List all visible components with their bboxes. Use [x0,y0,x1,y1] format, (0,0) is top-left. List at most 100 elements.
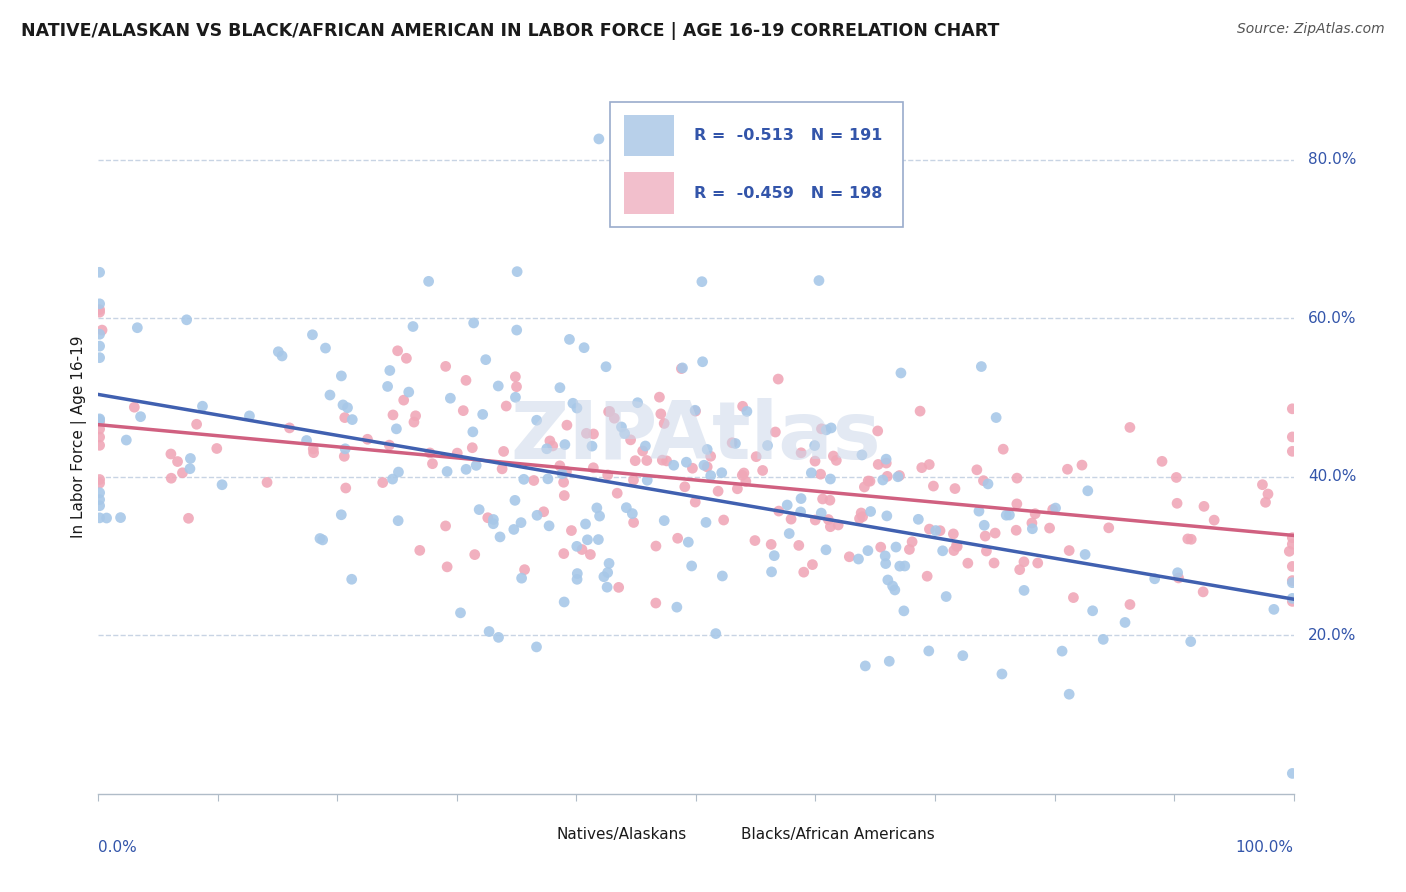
Point [340,572,363,586]
Point [477,510,499,524]
Point [803,439,825,453]
Point [461,441,484,455]
Point [1143,572,1166,586]
Point [778,526,800,541]
Point [793,565,815,579]
Point [731,399,754,413]
Point [418,274,440,288]
Point [558,332,581,346]
Point [817,512,839,526]
Point [907,512,929,526]
Point [759,537,782,551]
Point [696,442,718,457]
Point [1192,585,1215,599]
Point [763,549,786,563]
Point [333,450,356,464]
Point [685,404,707,418]
Point [875,557,897,571]
Point [302,445,325,459]
Point [704,626,727,640]
Text: 40.0%: 40.0% [1308,469,1357,484]
Point [434,519,457,533]
Point [946,540,969,554]
Point [436,559,458,574]
Point [575,426,598,441]
Point [991,667,1014,681]
Point [993,442,1015,457]
Point [856,543,879,558]
Point [931,543,953,558]
Point [1281,444,1303,458]
Point [523,474,546,488]
Point [1098,521,1121,535]
FancyBboxPatch shape [610,102,903,227]
Point [1281,401,1303,416]
Point [513,472,536,486]
Point [301,327,323,342]
Point [89,351,111,365]
Point [838,549,860,564]
Point [699,450,721,464]
Text: 0.0%: 0.0% [98,840,138,855]
Point [1057,543,1080,558]
Point [868,458,890,472]
Point [471,408,494,422]
Point [451,403,474,417]
Point [302,442,325,456]
Y-axis label: In Labor Force | Age 16-19: In Labor Force | Age 16-19 [72,335,87,539]
Point [160,447,183,461]
Point [191,399,214,413]
Text: 60.0%: 60.0% [1308,310,1357,326]
Point [533,505,555,519]
Point [454,373,477,387]
Point [371,475,394,490]
Point [872,473,894,487]
Point [636,453,658,467]
Point [665,600,688,615]
Point [89,327,111,342]
Point [336,401,359,415]
Point [176,313,198,327]
Point [882,579,904,593]
Point [810,467,832,482]
Point [1038,521,1060,535]
Point [811,491,834,506]
Point [1167,571,1189,585]
Point [1257,487,1279,501]
Point [893,604,915,618]
Point [333,410,356,425]
Text: Blacks/African Americans: Blacks/African Americans [741,827,935,842]
Point [853,659,876,673]
Point [256,475,278,490]
Point [465,458,488,473]
Point [1057,687,1080,701]
Point [548,458,571,473]
Point [89,413,111,427]
Point [1281,591,1303,606]
Point [1005,471,1028,485]
Point [883,582,905,597]
Point [160,471,183,485]
Text: 80.0%: 80.0% [1308,152,1357,167]
Point [332,398,354,412]
Point [387,465,409,479]
Point [565,572,588,586]
Point [607,581,630,595]
Point [446,446,468,460]
Point [315,341,337,355]
Point [853,480,876,494]
Point [1045,501,1067,516]
Point [1281,559,1303,574]
Point [790,446,813,460]
Point [869,540,891,554]
Point [666,531,689,545]
Point [681,461,703,475]
Point [513,563,536,577]
Point [330,368,353,383]
Point [505,390,527,404]
Point [761,565,783,579]
Point [1026,556,1049,570]
Point [603,411,626,425]
Point [1204,513,1226,527]
Point [309,532,332,546]
